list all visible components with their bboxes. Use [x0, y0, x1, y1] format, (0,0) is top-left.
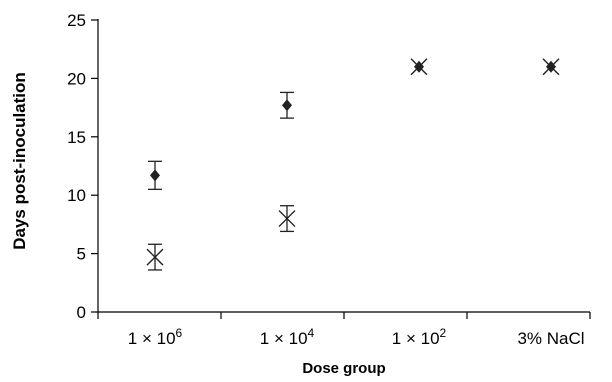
x-tick-label: 1 × 104	[260, 326, 315, 348]
data-point-x	[278, 210, 296, 228]
y-axis: 0 5 10 15 20 25	[67, 11, 99, 322]
y-tick-label: 5	[77, 245, 86, 264]
x-axis-title: Dose group	[302, 360, 385, 377]
plot-area	[146, 58, 560, 271]
y-tick-label: 15	[67, 128, 86, 147]
y-tick-label: 0	[77, 303, 86, 322]
x-axis: 1 × 106 1 × 104 1 × 102 3% NaCl	[97, 311, 591, 348]
data-point-x	[542, 58, 560, 76]
y-axis-title: Days post-inoculation	[10, 72, 29, 250]
series-diamond	[148, 60, 556, 191]
y-tick-label: 25	[67, 11, 86, 30]
x-tick-label: 3% NaCl	[517, 329, 584, 348]
x-tick-label: 1 × 102	[392, 326, 447, 348]
series-x	[146, 58, 560, 271]
y-tick-label: 20	[67, 69, 86, 88]
x-tick-label: 1 × 106	[128, 326, 183, 348]
data-point-x	[146, 248, 164, 266]
data-point-diamond	[282, 99, 292, 112]
data-point-x	[410, 58, 428, 76]
data-point-diamond	[150, 169, 160, 182]
y-tick-label: 10	[67, 186, 86, 205]
